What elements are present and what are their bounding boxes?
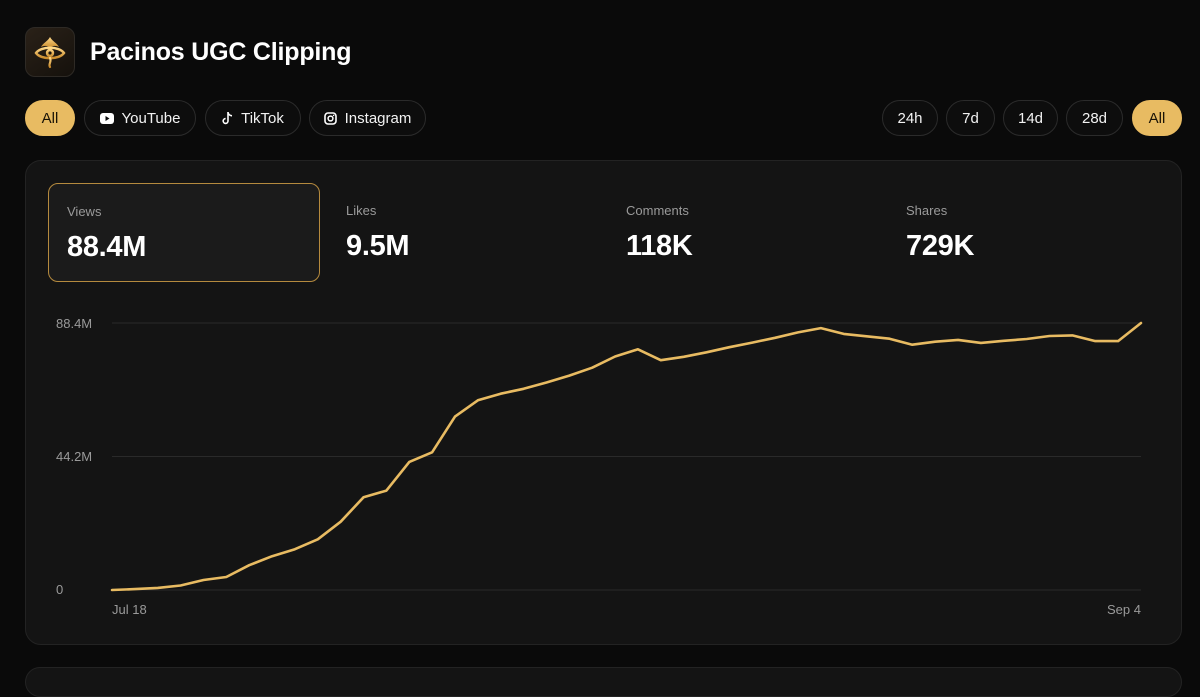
- filter-all-label: All: [41, 109, 59, 127]
- views-series-line: [110, 321, 1143, 592]
- metric-shares-value: 729K: [906, 230, 975, 262]
- app-logo: [25, 27, 75, 77]
- range-7d-button[interactable]: 7d: [946, 100, 995, 136]
- secondary-card: [25, 667, 1182, 697]
- instagram-icon: [323, 111, 337, 125]
- filter-instagram-button[interactable]: Instagram: [309, 100, 426, 136]
- range-28d-label: 28d: [1081, 109, 1108, 127]
- filter-tiktok-label: TikTok: [241, 109, 284, 127]
- y-tick-label-2: 88.4M: [56, 316, 92, 331]
- app-title: Pacinos UGC Clipping: [90, 37, 352, 66]
- range-14d-label: 14d: [1017, 109, 1044, 127]
- eye-flame-logo-icon: [34, 37, 66, 69]
- filter-instagram-label: Instagram: [344, 109, 412, 127]
- metric-likes-label: Likes: [346, 203, 377, 218]
- metric-comments-value: 118K: [626, 230, 693, 262]
- metric-likes[interactable]: Likes 9.5M: [328, 183, 600, 282]
- range-24h-label: 24h: [897, 109, 923, 127]
- metric-shares[interactable]: Shares 729K: [888, 183, 1160, 282]
- range-all-button[interactable]: All: [1132, 100, 1182, 136]
- metric-comments-label: Comments: [626, 203, 689, 218]
- filter-all-button[interactable]: All: [25, 100, 75, 136]
- range-28d-button[interactable]: 28d: [1066, 100, 1123, 136]
- range-24h-button[interactable]: 24h: [882, 100, 938, 136]
- views-line-chart: 0 44.2M 88.4M Jul 18 Sep 4: [56, 316, 1143, 617]
- metric-views-value: 88.4M: [67, 231, 147, 263]
- x-tick-label-end: Sep 4: [1107, 602, 1141, 617]
- metric-views-label: Views: [67, 204, 102, 219]
- metric-likes-value: 9.5M: [346, 230, 410, 262]
- metric-comments[interactable]: Comments 118K: [608, 183, 880, 282]
- stats-card: Views 88.4M Likes 9.5M Comments 118K Sha…: [25, 160, 1182, 645]
- y-tick-label-1: 44.2M: [56, 449, 92, 464]
- x-axis-labels: Jul 18 Sep 4: [112, 602, 1141, 617]
- y-axis-labels: 0 44.2M 88.4M: [56, 316, 92, 597]
- x-tick-label-start: Jul 18: [112, 602, 147, 617]
- metric-shares-label: Shares: [906, 203, 948, 218]
- tiktok-icon: [222, 111, 233, 125]
- filter-tiktok-button[interactable]: TikTok: [205, 100, 301, 136]
- range-14d-button[interactable]: 14d: [1003, 100, 1058, 136]
- filter-youtube-label: YouTube: [121, 109, 181, 127]
- filter-youtube-button[interactable]: YouTube: [84, 100, 196, 136]
- app-header: Pacinos UGC Clipping: [25, 27, 351, 77]
- youtube-icon: [99, 112, 114, 124]
- metric-views[interactable]: Views 88.4M: [48, 183, 320, 282]
- range-all-label: All: [1148, 109, 1166, 127]
- y-tick-label-0: 0: [56, 582, 63, 597]
- range-7d-label: 7d: [962, 109, 979, 127]
- chart-gridlines: [112, 322, 1141, 591]
